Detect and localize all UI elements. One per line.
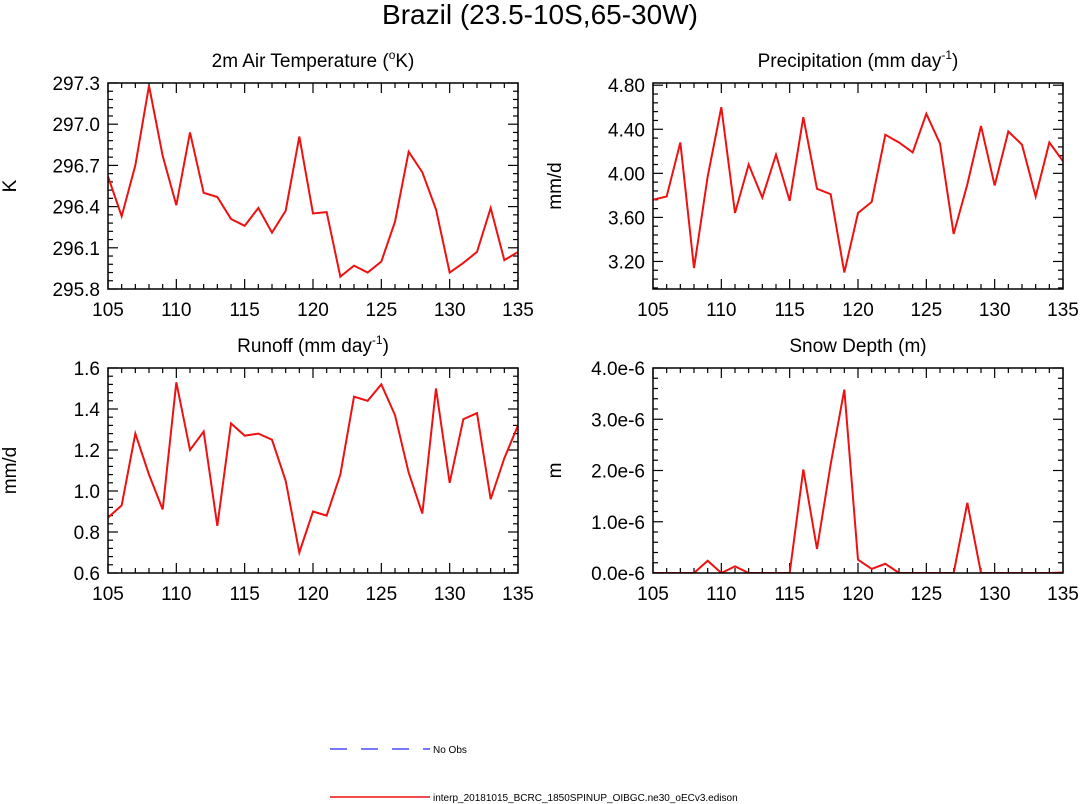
x-tick-label: 125 <box>910 300 942 321</box>
panel-1: 2m Air Temperature (oK) K 105 110 115 120 125 1… <box>0 48 534 321</box>
x-tick-label: 115 <box>775 584 805 605</box>
plot-frame <box>652 82 1064 290</box>
x-tick-label: 105 <box>92 300 124 321</box>
x-tick-label: 130 <box>434 584 466 605</box>
x-tick-label: 105 <box>637 584 669 605</box>
series-line <box>108 85 518 279</box>
y-tick-label: 1.4 <box>74 400 101 421</box>
x-tick-label: 115 <box>775 300 805 321</box>
x-tick-label: 120 <box>297 584 329 605</box>
series-line <box>108 382 518 557</box>
legend-label: No Obs <box>433 745 467 756</box>
y-tick-label: 0.6 <box>74 564 100 585</box>
y-tick-label: 1.2 <box>74 441 100 462</box>
x-tick-label: 125 <box>365 584 397 605</box>
x-tick-label: 105 <box>92 584 124 605</box>
legend-label: interp_20181015_BCRC_1850SPINUP_OIBGC.ne… <box>433 793 738 804</box>
x-tick-label: 110 <box>161 584 191 605</box>
y-tick-label: 3.60 <box>608 208 645 229</box>
plot-frame <box>107 367 519 574</box>
panel-title-text: Precipitation (mm day <box>758 51 942 72</box>
y-tick-label: 3.20 <box>608 252 645 273</box>
x-tick-label: 120 <box>842 584 874 605</box>
panel-title-tail: ) <box>952 51 958 72</box>
x-tick-label: 115 <box>230 584 260 605</box>
panel-title: 2m Air Temperature (oK) <box>212 48 415 72</box>
x-tick-label: 125 <box>365 300 397 321</box>
legend: No Obs interp_20181015_BCRC_1850SPINUP_OI… <box>330 745 738 804</box>
y-tick-label: 297.0 <box>52 115 100 136</box>
y-tick-label: 4.0e-6 <box>591 359 645 380</box>
x-tick-label: 130 <box>979 300 1011 321</box>
panel-2: Precipitation (mm day-1) mm/d 105 110 115 120… <box>545 48 1079 321</box>
panel-title: Snow Depth (m) <box>789 336 926 357</box>
panel-title-text: Snow Depth (m) <box>789 336 926 357</box>
plot-frame <box>107 82 519 290</box>
y-tick-label: 2.0e-6 <box>591 462 645 483</box>
y-tick-label: 4.40 <box>608 120 645 141</box>
series-line <box>653 389 1063 573</box>
panel-title-superscript: -1 <box>941 48 952 62</box>
x-tick-label: 120 <box>297 300 329 321</box>
x-tick-label: 110 <box>706 300 736 321</box>
y-axis-label: K <box>0 179 21 192</box>
x-tick-label: 105 <box>637 300 669 321</box>
y-tick-label: 296.4 <box>52 198 100 219</box>
x-tick-label: 110 <box>161 300 191 321</box>
x-tick-label: 135 <box>1047 300 1079 321</box>
y-axis-label: mm/d <box>545 162 566 210</box>
x-tick-label: 110 <box>706 584 736 605</box>
y-tick-label: 4.80 <box>608 76 645 97</box>
x-tick-label: 120 <box>842 300 874 321</box>
y-tick-label: 297.3 <box>52 74 100 95</box>
y-tick-label: 1.0 <box>74 482 100 503</box>
panel-4: Snow Depth (m) m 105 110 115 120 125 130 135 0.0e… <box>545 336 1079 605</box>
x-tick-label: 130 <box>979 584 1011 605</box>
panel-title: Runoff (mm day-1) <box>237 333 389 357</box>
y-tick-label: 295.8 <box>52 280 100 301</box>
panel-title: Precipitation (mm day-1) <box>758 48 959 72</box>
y-tick-label: 3.0e-6 <box>591 410 645 431</box>
x-tick-label: 135 <box>502 300 534 321</box>
x-tick-label: 135 <box>502 584 534 605</box>
x-tick-label: 115 <box>230 300 260 321</box>
y-tick-label: 1.0e-6 <box>591 513 645 534</box>
y-axis-label: mm/d <box>0 447 21 495</box>
y-tick-label: 0.8 <box>74 523 100 544</box>
panel-title-text: 2m Air Temperature ( <box>212 51 390 72</box>
y-tick-label: 296.7 <box>52 156 100 177</box>
panel-title-tail: ) <box>383 336 389 357</box>
x-tick-label: 130 <box>434 300 466 321</box>
x-tick-label: 125 <box>910 584 942 605</box>
panel-title-tail: K) <box>395 51 414 72</box>
panel-title-superscript: o <box>389 48 396 62</box>
panel-title-superscript: -1 <box>372 333 383 347</box>
y-tick-label: 1.6 <box>74 359 100 380</box>
series-line <box>653 107 1063 273</box>
y-tick-label: 4.00 <box>608 164 645 185</box>
plot-frame <box>652 367 1064 574</box>
figure-title: Brazil (23.5-10S,65-30W) <box>382 0 698 30</box>
x-tick-label: 135 <box>1047 584 1079 605</box>
panel-title-text: Runoff (mm day <box>237 336 372 357</box>
y-tick-label: 0.0e-6 <box>591 564 645 585</box>
panel-3: Runoff (mm day-1) mm/d 105 110 115 120 125 130 1… <box>0 333 534 605</box>
y-tick-label: 296.1 <box>52 239 100 260</box>
y-axis-label: m <box>545 463 566 479</box>
panels: 2m Air Temperature (oK) K 105 110 115 120 125 1… <box>0 48 1079 605</box>
